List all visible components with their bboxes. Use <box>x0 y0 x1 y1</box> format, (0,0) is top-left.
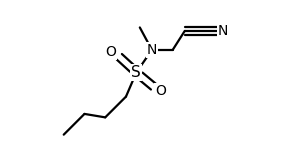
Text: S: S <box>131 65 141 80</box>
Text: N: N <box>147 43 157 57</box>
Text: O: O <box>155 84 166 98</box>
Text: O: O <box>105 45 116 59</box>
Text: N: N <box>218 24 228 38</box>
